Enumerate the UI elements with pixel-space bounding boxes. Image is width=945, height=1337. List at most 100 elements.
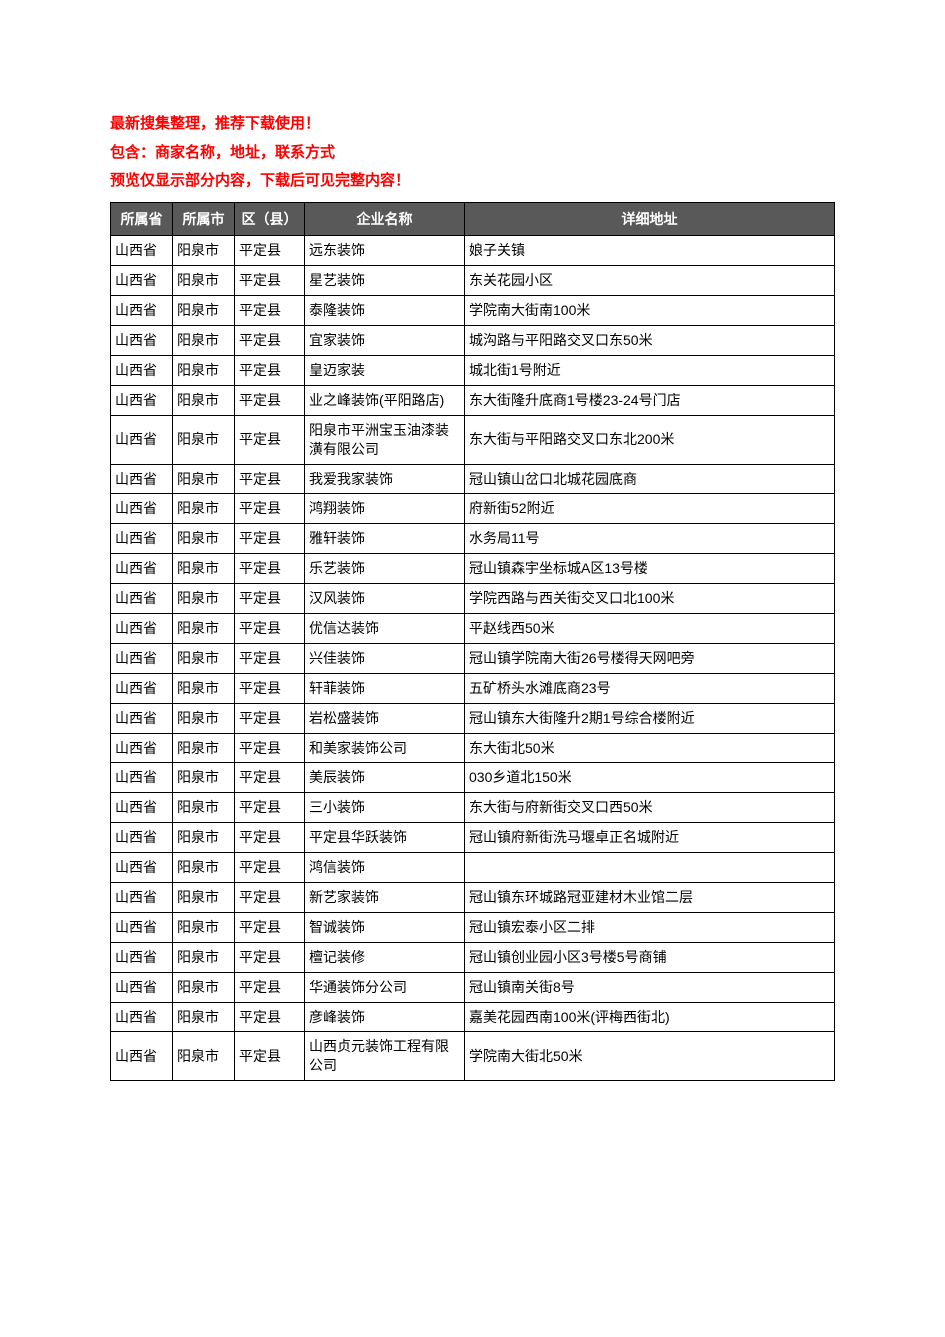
intro-block: 最新搜集整理，推荐下载使用！ 包含：商家名称，地址，联系方式 预览仅显示部分内容… (110, 110, 835, 196)
cell-company: 皇迈家装 (305, 355, 465, 385)
table-row: 山西省阳泉市平定县智诚装饰冠山镇宏泰小区二排 (111, 912, 835, 942)
cell-city: 阳泉市 (173, 733, 235, 763)
cell-province: 山西省 (111, 972, 173, 1002)
table-row: 山西省阳泉市平定县华通装饰分公司冠山镇南关街8号 (111, 972, 835, 1002)
cell-province: 山西省 (111, 912, 173, 942)
cell-district: 平定县 (235, 355, 305, 385)
cell-district: 平定县 (235, 524, 305, 554)
intro-line-1: 最新搜集整理，推荐下载使用！ (110, 110, 835, 139)
cell-province: 山西省 (111, 464, 173, 494)
cell-province: 山西省 (111, 266, 173, 296)
header-city: 所属市 (173, 202, 235, 236)
cell-city: 阳泉市 (173, 236, 235, 266)
cell-district: 平定县 (235, 236, 305, 266)
cell-province: 山西省 (111, 1032, 173, 1081)
cell-company: 轩菲装饰 (305, 673, 465, 703)
table-row: 山西省阳泉市平定县汉风装饰学院西路与西关街交叉口北100米 (111, 584, 835, 614)
cell-city: 阳泉市 (173, 823, 235, 853)
cell-company: 汉风装饰 (305, 584, 465, 614)
table-row: 山西省阳泉市平定县岩松盛装饰冠山镇东大街隆升2期1号综合楼附近 (111, 703, 835, 733)
cell-district: 平定县 (235, 673, 305, 703)
cell-province: 山西省 (111, 643, 173, 673)
intro-line-3: 预览仅显示部分内容，下载后可见完整内容！ (110, 167, 835, 196)
cell-company: 兴佳装饰 (305, 643, 465, 673)
cell-district: 平定县 (235, 1002, 305, 1032)
cell-city: 阳泉市 (173, 763, 235, 793)
cell-company: 远东装饰 (305, 236, 465, 266)
cell-company: 岩松盛装饰 (305, 703, 465, 733)
cell-company: 和美家装饰公司 (305, 733, 465, 763)
cell-province: 山西省 (111, 882, 173, 912)
table-row: 山西省阳泉市平定县美辰装饰030乡道北150米 (111, 763, 835, 793)
cell-district: 平定县 (235, 882, 305, 912)
cell-province: 山西省 (111, 823, 173, 853)
cell-district: 平定县 (235, 1032, 305, 1081)
cell-province: 山西省 (111, 554, 173, 584)
cell-address: 城沟路与平阳路交叉口东50米 (465, 326, 835, 356)
cell-city: 阳泉市 (173, 942, 235, 972)
cell-company: 我爱我家装饰 (305, 464, 465, 494)
cell-company: 业之峰装饰(平阳路店) (305, 385, 465, 415)
cell-company: 优信达装饰 (305, 613, 465, 643)
cell-company: 美辰装饰 (305, 763, 465, 793)
cell-province: 山西省 (111, 236, 173, 266)
cell-province: 山西省 (111, 494, 173, 524)
cell-company: 泰隆装饰 (305, 296, 465, 326)
cell-city: 阳泉市 (173, 326, 235, 356)
cell-city: 阳泉市 (173, 296, 235, 326)
cell-address: 东大街与府新街交叉口西50米 (465, 793, 835, 823)
header-company: 企业名称 (305, 202, 465, 236)
table-row: 山西省阳泉市平定县业之峰装饰(平阳路店)东大街隆升底商1号楼23-24号门店 (111, 385, 835, 415)
cell-address: 学院南大街南100米 (465, 296, 835, 326)
cell-address: 冠山镇创业园小区3号楼5号商铺 (465, 942, 835, 972)
cell-company: 宜家装饰 (305, 326, 465, 356)
cell-city: 阳泉市 (173, 266, 235, 296)
cell-province: 山西省 (111, 1002, 173, 1032)
cell-city: 阳泉市 (173, 613, 235, 643)
cell-city: 阳泉市 (173, 494, 235, 524)
cell-address: 冠山镇南关街8号 (465, 972, 835, 1002)
cell-address: 东大街与平阳路交叉口东北200米 (465, 415, 835, 464)
cell-province: 山西省 (111, 853, 173, 883)
cell-address: 冠山镇府新街洗马堰卓正名城附近 (465, 823, 835, 853)
table-row: 山西省阳泉市平定县乐艺装饰冠山镇森宇坐标城A区13号楼 (111, 554, 835, 584)
cell-city: 阳泉市 (173, 972, 235, 1002)
cell-company: 山西贞元装饰工程有限公司 (305, 1032, 465, 1081)
cell-company: 乐艺装饰 (305, 554, 465, 584)
table-row: 山西省阳泉市平定县鸿翔装饰府新街52附近 (111, 494, 835, 524)
table-header-row: 所属省 所属市 区（县） 企业名称 详细地址 (111, 202, 835, 236)
cell-address: 东大街北50米 (465, 733, 835, 763)
table-row: 山西省阳泉市平定县轩菲装饰五矿桥头水滩底商23号 (111, 673, 835, 703)
cell-company: 鸿信装饰 (305, 853, 465, 883)
cell-address: 冠山镇东环城路冠亚建材木业馆二层 (465, 882, 835, 912)
cell-district: 平定县 (235, 554, 305, 584)
cell-province: 山西省 (111, 733, 173, 763)
cell-company: 雅轩装饰 (305, 524, 465, 554)
intro-line-2: 包含：商家名称，地址，联系方式 (110, 139, 835, 168)
cell-province: 山西省 (111, 355, 173, 385)
table-row: 山西省阳泉市平定县彦峰装饰嘉美花园西南100米(评梅西街北) (111, 1002, 835, 1032)
cell-company: 彦峰装饰 (305, 1002, 465, 1032)
cell-address: 学院南大街北50米 (465, 1032, 835, 1081)
table-row: 山西省阳泉市平定县宜家装饰城沟路与平阳路交叉口东50米 (111, 326, 835, 356)
cell-company: 檀记装修 (305, 942, 465, 972)
cell-district: 平定县 (235, 296, 305, 326)
cell-district: 平定县 (235, 266, 305, 296)
cell-city: 阳泉市 (173, 643, 235, 673)
table-row: 山西省阳泉市平定县山西贞元装饰工程有限公司学院南大街北50米 (111, 1032, 835, 1081)
cell-province: 山西省 (111, 296, 173, 326)
cell-province: 山西省 (111, 385, 173, 415)
table-row: 山西省阳泉市平定县鸿信装饰 (111, 853, 835, 883)
cell-address: 冠山镇学院南大街26号楼得天网吧旁 (465, 643, 835, 673)
table-row: 山西省阳泉市平定县我爱我家装饰冠山镇山岔口北城花园底商 (111, 464, 835, 494)
table-row: 山西省阳泉市平定县和美家装饰公司东大街北50米 (111, 733, 835, 763)
table-row: 山西省阳泉市平定县泰隆装饰学院南大街南100米 (111, 296, 835, 326)
table-row: 山西省阳泉市平定县兴佳装饰冠山镇学院南大街26号楼得天网吧旁 (111, 643, 835, 673)
cell-address: 冠山镇森宇坐标城A区13号楼 (465, 554, 835, 584)
cell-address: 学院西路与西关街交叉口北100米 (465, 584, 835, 614)
table-row: 山西省阳泉市平定县皇迈家装城北街1号附近 (111, 355, 835, 385)
cell-district: 平定县 (235, 385, 305, 415)
header-address: 详细地址 (465, 202, 835, 236)
table-row: 山西省阳泉市平定县星艺装饰东关花园小区 (111, 266, 835, 296)
cell-address: 平赵线西50米 (465, 613, 835, 643)
